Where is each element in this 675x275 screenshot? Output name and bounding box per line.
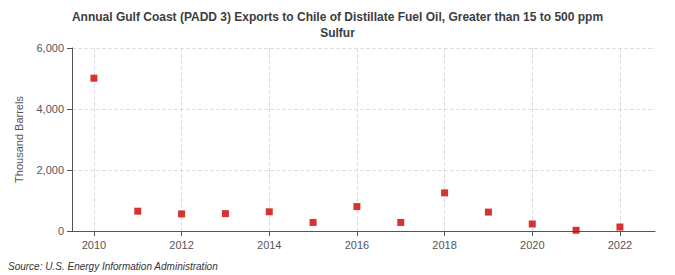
svg-text:2016: 2016 [345, 239, 369, 251]
svg-text:2012: 2012 [169, 239, 193, 251]
svg-text:0: 0 [58, 225, 64, 237]
svg-text:4,000: 4,000 [36, 103, 64, 115]
svg-text:2,000: 2,000 [36, 164, 64, 176]
svg-text:2020: 2020 [520, 239, 544, 251]
svg-text:2018: 2018 [432, 239, 456, 251]
svg-text:6,000: 6,000 [36, 42, 64, 54]
svg-text:2022: 2022 [608, 239, 632, 251]
svg-text:Sulfur: Sulfur [320, 26, 355, 40]
svg-text:Thousand Barrels: Thousand Barrels [13, 96, 25, 183]
svg-text:Source: U.S. Energy Informatio: Source: U.S. Energy Information Administ… [8, 261, 218, 272]
svg-text:2014: 2014 [257, 239, 281, 251]
svg-text:2010: 2010 [82, 239, 106, 251]
svg-text:Annual Gulf Coast (PADD 3) Exp: Annual Gulf Coast (PADD 3) Exports to Ch… [72, 10, 603, 24]
